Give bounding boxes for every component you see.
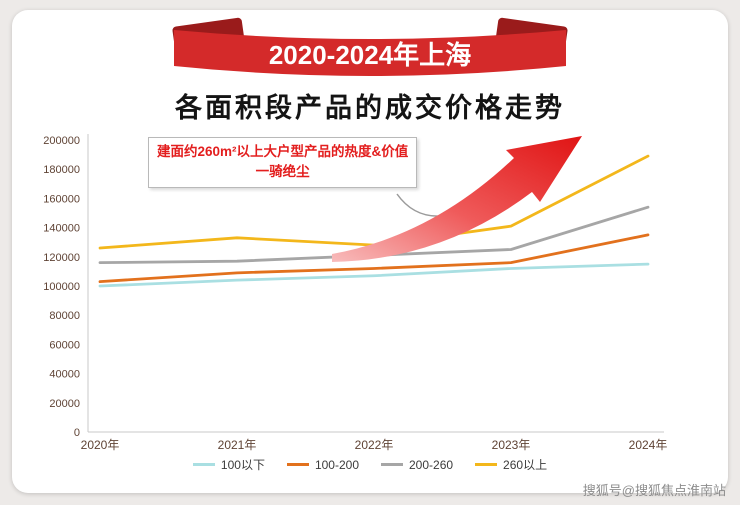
x-tick-label: 2022年 — [355, 438, 394, 452]
series-line-2 — [98, 205, 650, 265]
series-line-0 — [98, 262, 650, 288]
y-tick-label: 120000 — [43, 252, 80, 264]
y-tick-label: 200000 — [43, 135, 80, 147]
x-tick-label: 2021年 — [218, 438, 257, 452]
x-tick-label: 2020年 — [81, 438, 120, 452]
y-tick-label: 20000 — [49, 398, 80, 410]
ribbon-banner: 2020-2024年上海 — [172, 17, 568, 76]
infographic-card: 2020-2024年上海 各面积段产品的成交价格走势 0 20000 40000 60… — [12, 10, 728, 493]
banner-title: 2020-2024年上海 — [269, 40, 471, 70]
chart-legend: 100以下 100-200 200-260 260以上 — [12, 456, 728, 473]
legend-swatch — [286, 463, 309, 466]
annotation-line1: 建面约260m²以上大户型产品的热度&价值 — [157, 144, 409, 159]
y-tick-label: 160000 — [43, 193, 80, 205]
legend-item: 100以下 — [192, 456, 265, 473]
y-tick-label: 80000 — [49, 310, 80, 322]
legend-label: 260以上 — [503, 458, 548, 472]
legend-label: 100-200 — [314, 457, 359, 472]
y-tick-label: 60000 — [49, 339, 80, 351]
legend-label: 200-260 — [409, 457, 454, 472]
legend-item: 200-260 — [381, 458, 453, 472]
y-tick-label: 40000 — [49, 369, 80, 381]
legend-swatch — [381, 463, 403, 466]
legend-label: 100以下 — [220, 458, 265, 472]
x-tick-label: 2023年 — [492, 438, 531, 452]
page-title: 各面积段产品的成交价格走势 — [175, 93, 565, 123]
legend-swatch — [192, 463, 215, 466]
ribbon-body — [174, 30, 566, 76]
x-tick-label: 2024年 — [629, 438, 668, 452]
watermark: 搜狐号@搜狐焦点淮南站 — [582, 483, 726, 498]
legend-swatch — [475, 463, 498, 466]
y-tick-label: 0 — [74, 427, 80, 439]
legend-item: 100-200 — [286, 457, 359, 472]
y-tick-label: 100000 — [43, 281, 80, 293]
y-tick-label: 140000 — [43, 223, 80, 235]
annotation-box: 建面约260m²以上大户型产品的热度&价值 一骑绝尘 — [148, 137, 418, 188]
legend-item: 260以上 — [475, 456, 547, 473]
annotation-line2: 一骑绝尘 — [255, 164, 310, 180]
y-tick-label: 180000 — [43, 164, 80, 176]
